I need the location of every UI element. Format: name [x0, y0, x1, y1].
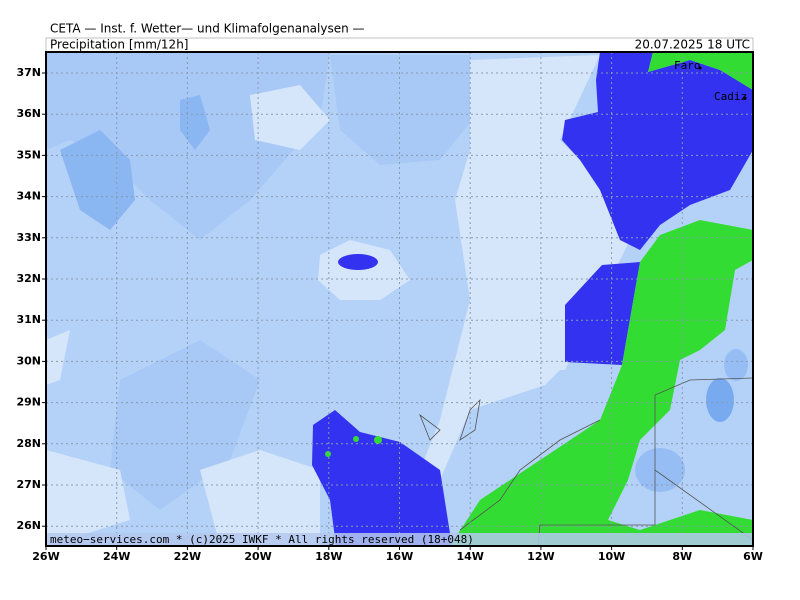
parameter-label: Precipitation [mm/12h]: [50, 38, 188, 52]
field-area: [330, 55, 480, 165]
island: [325, 451, 331, 457]
field-area: [370, 55, 640, 546]
border-line: [654, 469, 753, 541]
lat-label: 32N: [16, 272, 41, 285]
precipitation-field: meteo−services.com * (c)2025 IWKF * All …: [46, 52, 753, 546]
island: [353, 436, 359, 442]
city-marker: [743, 96, 747, 100]
field-area: [318, 240, 410, 300]
valid-time: 20.07.2025 18 UTC: [635, 38, 750, 52]
lon-label: 16W: [386, 550, 413, 563]
lon-label: 10W: [598, 550, 625, 563]
field-area: [200, 450, 320, 546]
lon-label: 6W: [743, 550, 763, 563]
lat-label: 28N: [16, 437, 41, 450]
lon-label: 22W: [174, 550, 201, 563]
lat-label: 36N: [16, 107, 41, 120]
lat-label: 26N: [16, 519, 41, 532]
lat-label: 37N: [16, 66, 41, 79]
lon-label: 24W: [103, 550, 130, 563]
field-area: [46, 450, 130, 546]
coastline: [459, 419, 601, 531]
city-label: Faro: [674, 59, 701, 72]
lon-label: 20W: [244, 550, 271, 563]
field-area: [706, 378, 734, 422]
lat-label: 30N: [16, 354, 41, 367]
field-area: [562, 52, 753, 250]
city-label: Cadiz: [714, 90, 747, 103]
field-area: [635, 448, 685, 492]
lat-label: 29N: [16, 396, 41, 409]
footer-text: meteo−services.com * (c)2025 IWKF * All …: [50, 533, 474, 546]
city-marker: [698, 66, 702, 70]
island: [374, 436, 382, 444]
lon-label: 8W: [672, 550, 692, 563]
source-title: CETA — Inst. f. Wetter— und Klimafolgena…: [50, 22, 365, 36]
lat-label: 31N: [16, 313, 41, 326]
field-area: [110, 340, 260, 510]
island-outline: [419, 398, 481, 441]
lat-label: 34N: [16, 190, 41, 203]
lat-label: 27N: [16, 478, 41, 491]
lat-label: 35N: [16, 148, 41, 161]
field-area: [338, 254, 378, 270]
lon-label: 14W: [456, 550, 483, 563]
field-area: [250, 85, 330, 150]
axis-labels: 26W 24W 22W 20W 18W 16W 14W 12W 10W 8W 6W 37N 36N 35N…: [16, 66, 762, 563]
lon-label: 18W: [315, 550, 342, 563]
land-area: [648, 52, 753, 90]
field-area: [46, 330, 70, 385]
lon-label: 12W: [527, 550, 554, 563]
footer-bar: [46, 533, 753, 546]
lat-label: 33N: [16, 231, 41, 244]
grid: [46, 52, 753, 546]
border-line: [654, 377, 753, 396]
field-area: [724, 349, 748, 381]
field-area: [565, 262, 640, 365]
lon-label: 26W: [32, 550, 59, 563]
field-area: [510, 370, 620, 460]
